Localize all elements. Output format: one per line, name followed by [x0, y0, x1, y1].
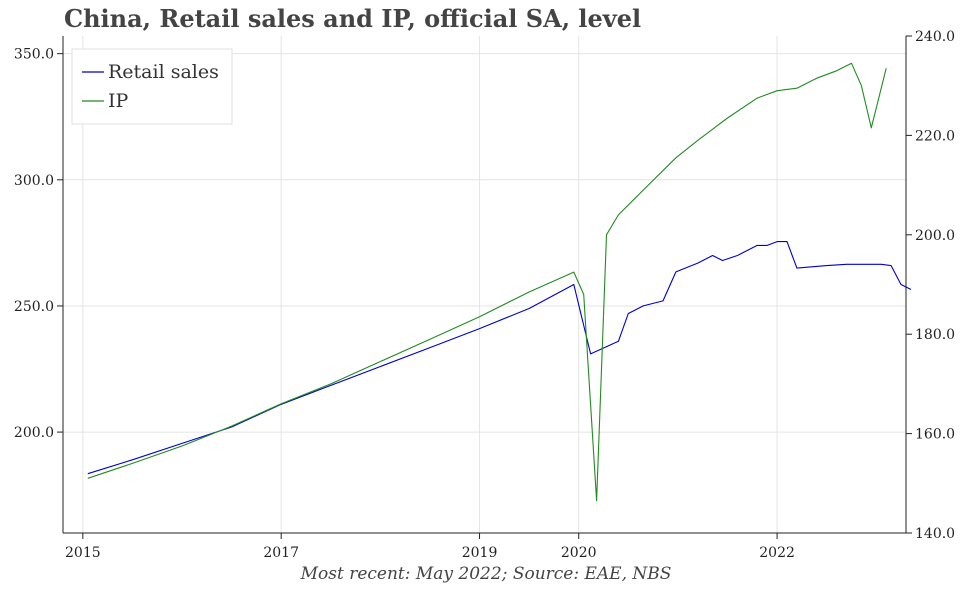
series-line-retail-sales — [87, 241, 912, 475]
legend-label: Retail sales — [108, 61, 219, 83]
legend-label: IP — [108, 90, 129, 112]
x-tick-label: 2017 — [263, 545, 299, 561]
y-right-tick-label: 240.0 — [915, 29, 955, 45]
y-axis-right: 140.0 160.0 180.0 200.0 220.0 240.0 — [905, 29, 955, 542]
y-left-tick-label: 250.0 — [14, 299, 54, 315]
y-right-tick-label: 220.0 — [915, 128, 955, 144]
y-left-tick-label: 350.0 — [14, 47, 54, 63]
y-left-tick-label: 200.0 — [14, 425, 54, 441]
series-line-ip — [87, 62, 887, 502]
x-tick-label: 2019 — [462, 545, 498, 561]
y-axis-left: 200.0 250.0 300.0 350.0 — [14, 36, 64, 533]
y-right-tick-label: 180.0 — [915, 327, 955, 343]
chart-title: China, Retail sales and IP, official SA,… — [64, 4, 642, 33]
x-tick-label: 2020 — [561, 545, 597, 561]
source-note: Most recent: May 2022; Source: EAE, NBS — [300, 564, 672, 584]
y-left-tick-label: 300.0 — [14, 173, 54, 189]
x-tick-label: 2015 — [65, 545, 101, 561]
x-tick-label: 2022 — [759, 545, 795, 561]
legend: Retail sales IP — [71, 48, 233, 125]
legend-box — [71, 48, 233, 125]
series-layer — [87, 62, 912, 502]
y-right-tick-label: 160.0 — [915, 427, 955, 443]
y-right-tick-label: 140.0 — [915, 526, 955, 542]
x-axis: 2015 2017 2019 2020 2022 — [63, 532, 906, 561]
y-right-tick-label: 200.0 — [915, 228, 955, 244]
